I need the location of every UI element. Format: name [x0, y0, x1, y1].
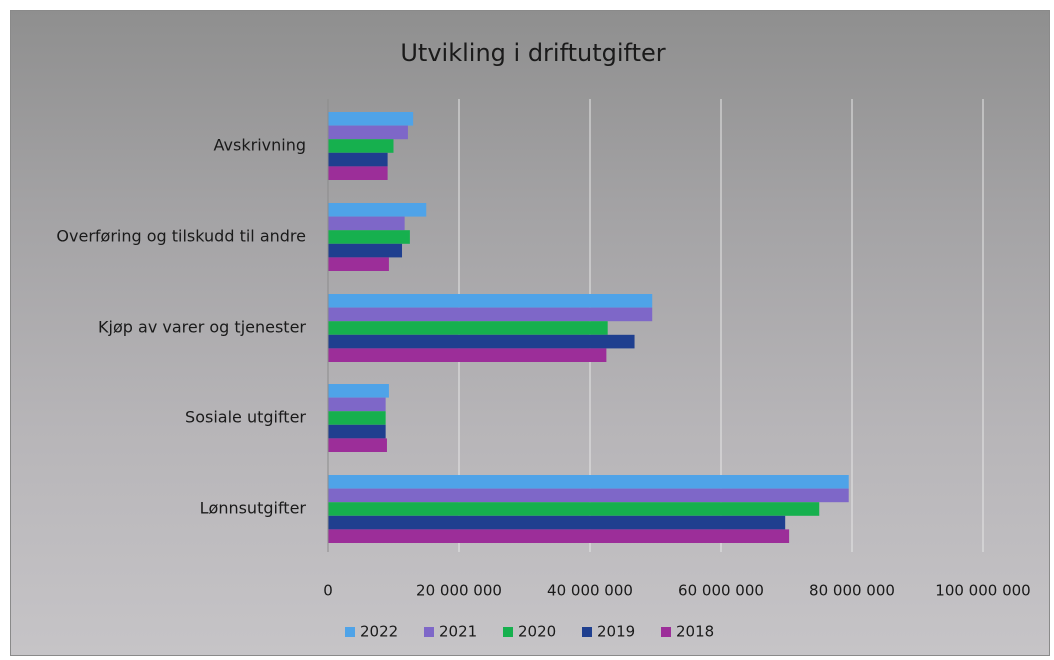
category-label-avskrivning: Avskrivning [214, 136, 306, 155]
legend-label-2018: 2018 [676, 623, 714, 641]
bar-avskrivning-2019 [328, 152, 388, 167]
bar-l-nnsutgifter-2021 [328, 488, 849, 503]
bar-avskrivning-2018 [328, 166, 388, 180]
bar-sosiale-utgifter-2018 [328, 438, 387, 452]
bar-kj-p-av-varer-og-tjenester-2021 [328, 307, 653, 322]
bar-l-nnsutgifter-2018 [328, 529, 790, 543]
bar-l-nnsutgifter-2022 [328, 475, 849, 489]
bar-overf-ring-og-tilskudd-til-andre-2020 [328, 230, 410, 244]
legend-label-2021: 2021 [439, 623, 477, 641]
x-tick-labels: 0 20 000 000 40 000 000 60 000 000 80 000 00… [323, 582, 1030, 600]
bar-avskrivning-2021 [328, 125, 408, 140]
bar-sosiale-utgifter-2020 [328, 411, 386, 425]
bar-sosiale-utgifter-2019 [328, 424, 386, 439]
category-label-overf-ring-og-tilskudd-til-andre: Overføring og tilskudd til andre [56, 227, 306, 246]
bar-avskrivning-2022 [328, 112, 414, 126]
bar-sosiale-utgifter-2022 [328, 384, 389, 398]
chart-area: Utvikling i driftutgifter Avskrivning Ove… [10, 10, 1050, 656]
legend-swatch-2020 [503, 627, 513, 637]
legend-label-2020: 2020 [518, 623, 556, 641]
bars [328, 112, 849, 543]
legend-label-2019: 2019 [597, 623, 635, 641]
bar-l-nnsutgifter-2019 [328, 515, 786, 530]
bar-kj-p-av-varer-og-tjenester-2020 [328, 321, 608, 335]
x-tick-label-3: 60 000 000 [678, 582, 764, 600]
x-tick-label-1: 20 000 000 [416, 582, 502, 600]
category-label-sosiale-utgifter: Sosiale utgifter [185, 408, 306, 427]
chart-svg: Utvikling i driftutgifter Avskrivning Ove… [56, 39, 1030, 641]
legend-label-2022: 2022 [360, 623, 398, 641]
x-tick-label-0: 0 [323, 582, 333, 600]
legend-swatch-2018 [661, 627, 671, 637]
legend-swatch-2022 [345, 627, 355, 637]
bar-overf-ring-og-tilskudd-til-andre-2022 [328, 203, 427, 217]
legend: 2022 2021 2020 2019 2018 [345, 623, 714, 641]
x-tick-label-5: 100 000 000 [935, 582, 1030, 600]
chart-title: Utvikling i driftutgifter [400, 39, 665, 67]
category-label-l-nnsutgifter: Lønnsutgifter [200, 499, 307, 518]
bar-overf-ring-og-tilskudd-til-andre-2018 [328, 257, 389, 271]
bar-overf-ring-og-tilskudd-til-andre-2019 [328, 243, 403, 258]
category-label-kj-p-av-varer-og-tjenester: Kjøp av varer og tjenester [98, 318, 306, 337]
category-labels: Avskrivning Overføring og tilskudd til an… [56, 136, 306, 518]
legend-swatch-2019 [582, 627, 592, 637]
x-tick-label-2: 40 000 000 [547, 582, 633, 600]
bar-kj-p-av-varer-og-tjenester-2018 [328, 348, 607, 362]
bar-l-nnsutgifter-2020 [328, 502, 820, 516]
bar-kj-p-av-varer-og-tjenester-2019 [328, 334, 635, 349]
bar-avskrivning-2020 [328, 139, 394, 153]
bar-kj-p-av-varer-og-tjenester-2022 [328, 294, 653, 308]
bar-sosiale-utgifter-2021 [328, 397, 386, 412]
legend-swatch-2021 [424, 627, 434, 637]
x-tick-label-4: 80 000 000 [809, 582, 895, 600]
bar-overf-ring-og-tilskudd-til-andre-2021 [328, 216, 405, 231]
